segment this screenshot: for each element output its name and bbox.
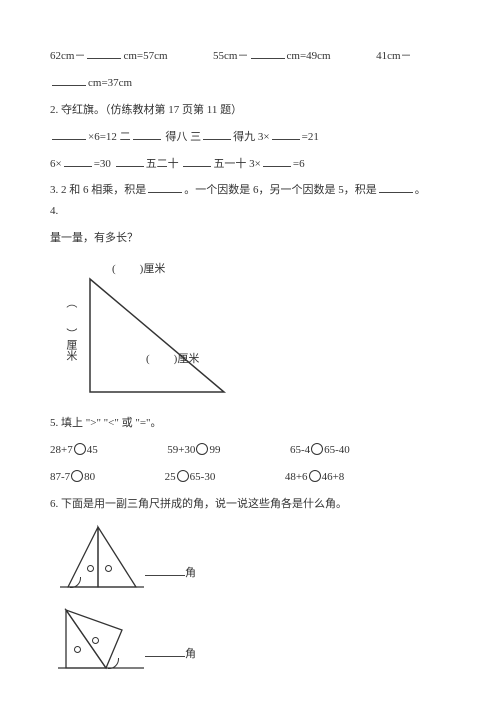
compare-circle[interactable] xyxy=(71,470,83,482)
t: 99 xyxy=(209,444,220,456)
q5-line1: 28+7 45 59+30 99 65-4 65-40 xyxy=(50,440,450,461)
triangle-diagram: ()厘米 （）厘米 ()厘米 xyxy=(54,257,244,407)
q2-line1: ×6=12 二 得八 三 得九 3× =21 xyxy=(50,127,450,148)
setsquare-svg-1 xyxy=(50,521,150,596)
t: cm=57cm xyxy=(123,50,167,62)
blank[interactable] xyxy=(263,154,291,167)
t: 角 xyxy=(185,567,196,579)
q4-title: 量一量，有多长？ xyxy=(50,228,450,249)
t: 25 xyxy=(165,471,176,483)
compare-circle[interactable] xyxy=(177,470,189,482)
t: 46+8 xyxy=(322,471,345,483)
blank[interactable] xyxy=(116,154,144,167)
t: 五二十 xyxy=(146,158,182,170)
q2-title: 2. 夺红旗。（仿练教材第 17 页第 11 题） xyxy=(50,100,450,121)
t: 4. xyxy=(50,205,58,217)
blank[interactable] xyxy=(145,645,185,657)
blank[interactable] xyxy=(87,46,121,59)
blank[interactable] xyxy=(203,127,231,140)
t: ×6=12 二 xyxy=(88,131,131,143)
t: 65-30 xyxy=(190,471,216,483)
t: 87-7 xyxy=(50,471,70,483)
unit: 厘米 xyxy=(143,263,165,275)
blank[interactable] xyxy=(148,180,182,193)
t: 五一十 3× xyxy=(213,158,260,170)
t: 。 xyxy=(415,184,426,196)
q5-line2: 87-7 80 25 65-30 48+6 46+8 xyxy=(50,467,450,488)
t: 得八 三 xyxy=(163,131,202,143)
unit: 厘米 xyxy=(65,339,77,361)
q5-title: 5. 填上 ">" "<" 或 "="。 xyxy=(50,413,450,434)
unit: 厘米 xyxy=(177,353,199,365)
blank[interactable] xyxy=(52,127,86,140)
compare-circle[interactable] xyxy=(311,443,323,455)
t: 41cm－ xyxy=(376,50,411,62)
t: 65-4 xyxy=(290,444,310,456)
t: 80 xyxy=(84,471,95,483)
t: cm=49cm xyxy=(287,50,331,62)
compare-circle[interactable] xyxy=(74,443,86,455)
compare-circle[interactable] xyxy=(196,443,208,455)
setsquare-diagram-2: 角 xyxy=(50,602,170,677)
t: =30 xyxy=(94,158,114,170)
blank[interactable] xyxy=(272,127,300,140)
t: 59+30 xyxy=(167,444,195,456)
blank[interactable] xyxy=(145,564,185,576)
blank[interactable] xyxy=(133,127,161,140)
t: 角 xyxy=(185,648,196,660)
setsquare-diagram-1: 角 xyxy=(50,521,170,596)
q3: 3. 2 和 6 相乘，积是 。一个因数是 6，另一个因数是 5，积是 。 4. xyxy=(50,180,450,222)
q2-line2: 6× =30 五二十 五一十 3× =6 xyxy=(50,154,450,175)
setsquare-svg-2 xyxy=(50,602,150,677)
blank[interactable] xyxy=(64,154,92,167)
t: 55cm－ xyxy=(213,50,248,62)
blank[interactable] xyxy=(52,73,86,86)
t: 45 xyxy=(87,444,98,456)
t: cm=37cm xyxy=(88,77,132,89)
t: 。一个因数是 6，另一个因数是 5，积是 xyxy=(184,184,377,196)
blank[interactable] xyxy=(251,46,285,59)
t: =6 xyxy=(293,158,305,170)
blank[interactable] xyxy=(379,180,413,193)
t: 得九 3× xyxy=(233,131,269,143)
line1b: cm=37cm xyxy=(50,73,450,94)
compare-circle[interactable] xyxy=(309,470,321,482)
t: 48+6 xyxy=(285,471,308,483)
t: 6× xyxy=(50,158,62,170)
q6-title: 6. 下面是用一副三角尺拼成的角，说一说这些角各是什么角。 xyxy=(50,494,450,515)
line1: 62cm－ cm=57cm 55cm－ cm=49cm 41cm－ xyxy=(50,46,450,67)
t: 62cm－ xyxy=(50,50,85,62)
t: 28+7 xyxy=(50,444,73,456)
t: 3. 2 和 6 相乘，积是 xyxy=(50,184,146,196)
t: =21 xyxy=(302,131,319,143)
blank[interactable] xyxy=(183,154,211,167)
t: 65-40 xyxy=(324,444,350,456)
